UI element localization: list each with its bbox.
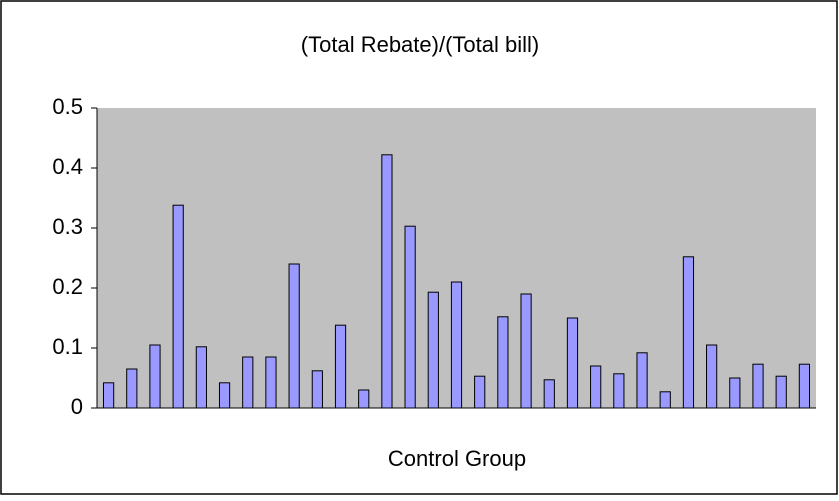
bar bbox=[242, 356, 254, 409]
bar bbox=[381, 154, 393, 409]
x-axis-title: Control Group bbox=[388, 446, 526, 471]
y-tick-label: 0.3 bbox=[52, 214, 83, 239]
bar bbox=[172, 204, 184, 409]
bar bbox=[566, 317, 579, 409]
bar bbox=[659, 391, 671, 409]
y-tick-label: 0.4 bbox=[52, 154, 83, 179]
chart-title: (Total Rebate)/(Total bill) bbox=[301, 32, 539, 57]
bar bbox=[497, 316, 509, 409]
bar bbox=[288, 263, 300, 409]
y-tick-label: 0.2 bbox=[52, 274, 83, 299]
bar bbox=[404, 225, 416, 409]
bar bbox=[311, 370, 323, 409]
bar bbox=[798, 363, 811, 409]
bar bbox=[729, 377, 741, 409]
bar bbox=[543, 379, 555, 409]
bar bbox=[450, 281, 463, 409]
bar bbox=[102, 382, 115, 409]
bar bbox=[334, 324, 347, 409]
bar bbox=[682, 256, 695, 409]
bar bbox=[265, 356, 277, 409]
y-tick-label: 0.1 bbox=[52, 334, 83, 359]
y-tick-label: 0 bbox=[71, 394, 83, 419]
bar bbox=[149, 344, 161, 409]
bar bbox=[752, 363, 764, 409]
y-tick-label: 0.5 bbox=[52, 94, 83, 119]
bar bbox=[775, 375, 787, 409]
bar bbox=[474, 375, 486, 409]
bar bbox=[706, 344, 718, 409]
bar bbox=[613, 373, 625, 409]
bar bbox=[636, 352, 648, 409]
bar bbox=[358, 389, 370, 409]
bar bbox=[520, 293, 532, 409]
bar bbox=[427, 291, 439, 409]
bar bbox=[126, 368, 138, 409]
bar bbox=[218, 382, 231, 409]
bar bbox=[590, 365, 602, 409]
bar bbox=[195, 346, 207, 409]
